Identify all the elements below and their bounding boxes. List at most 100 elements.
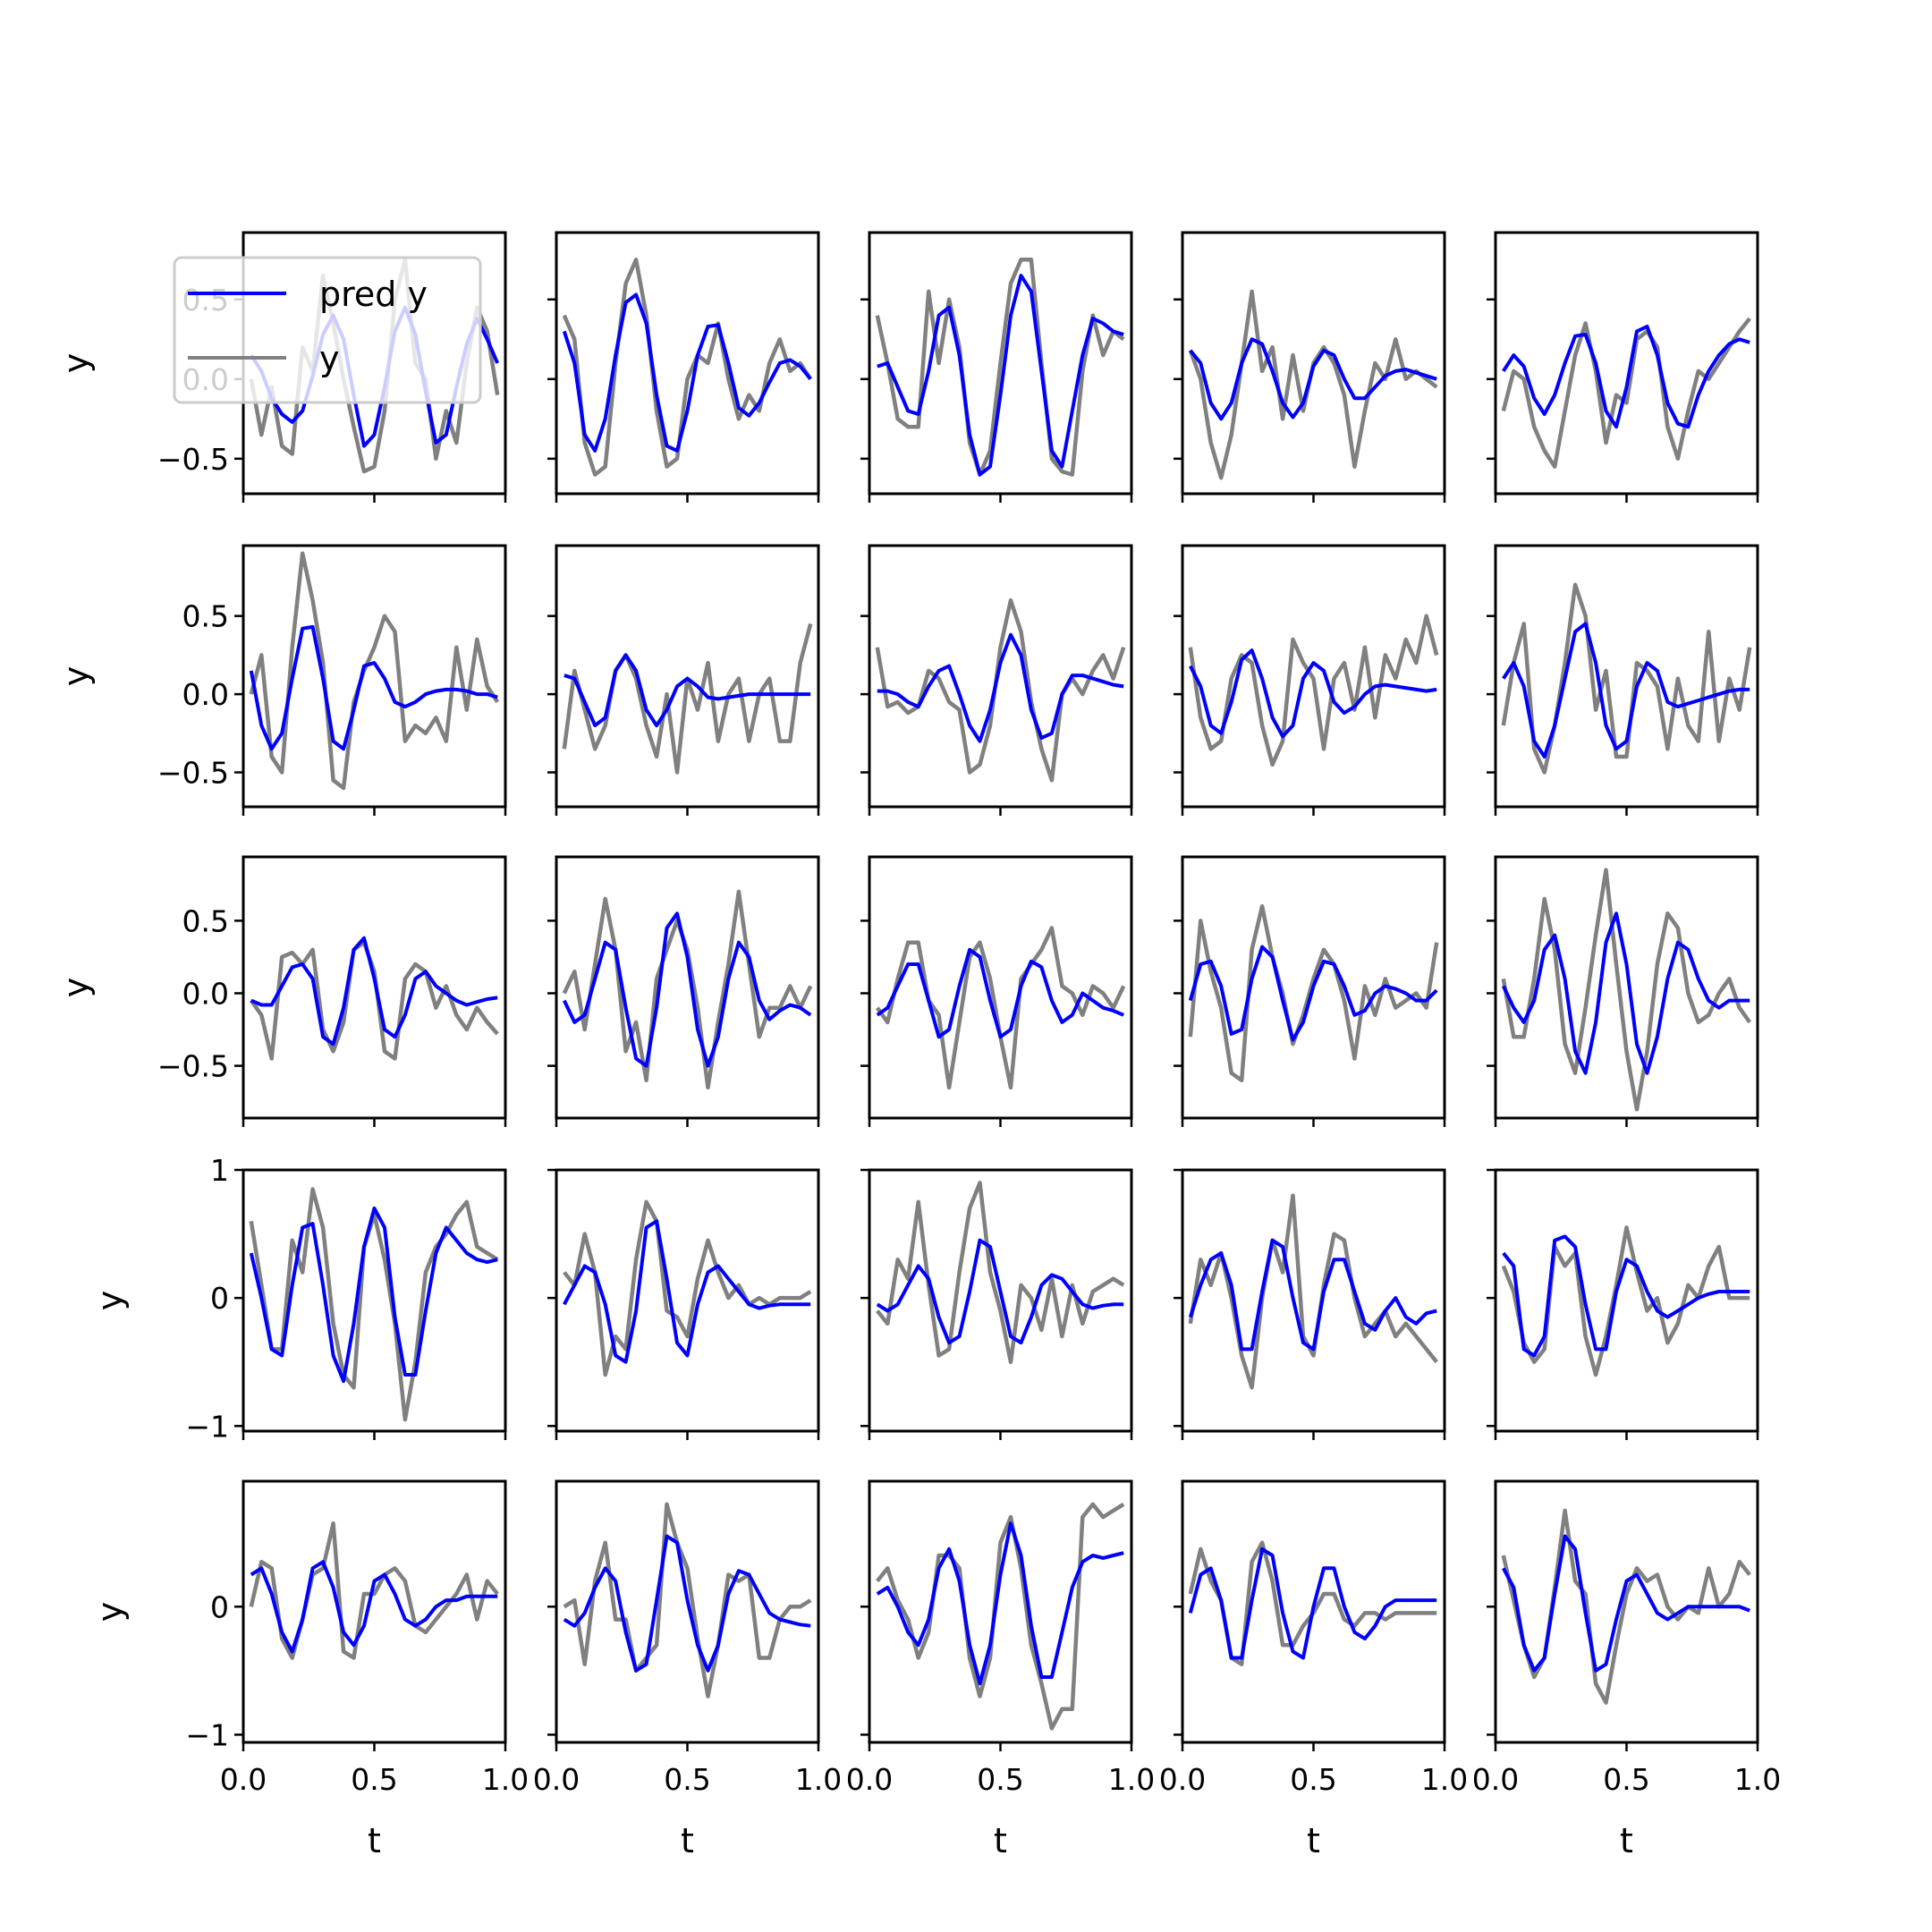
series-line-pred-y xyxy=(876,947,1124,1039)
subplot-r2-c3 xyxy=(1174,855,1446,1127)
series-line-y xyxy=(249,551,500,791)
y-tick-label: −0.5 xyxy=(157,442,229,477)
x-axis-label: t xyxy=(368,1821,381,1860)
subplot-r1-c3 xyxy=(1174,544,1446,816)
y-axis-label: y xyxy=(56,353,96,374)
series-line-pred-y xyxy=(1188,1546,1437,1660)
series-line-pred-y xyxy=(250,936,498,1046)
series-line-pred-y xyxy=(562,292,812,453)
series-line-pred-y xyxy=(1502,1234,1750,1358)
series-line-y xyxy=(249,1521,499,1660)
subplot-r2-c0: −0.5 0.0 0.5 y xyxy=(56,855,507,1127)
series-line-y xyxy=(249,258,500,474)
series-line-pred-y xyxy=(1188,1238,1437,1352)
series-line-pred-y xyxy=(564,653,811,728)
series-line-y xyxy=(1501,317,1751,469)
subplot-r3-c1 xyxy=(547,1168,820,1440)
series-line-pred-y xyxy=(563,1534,811,1673)
subplot-r1-c2 xyxy=(860,544,1133,816)
series-line-pred-y xyxy=(876,1238,1124,1345)
series-line-pred-y xyxy=(876,1521,1124,1686)
series-line-pred-y xyxy=(1502,622,1750,758)
series-line-y xyxy=(876,1181,1125,1364)
x-axis-label: t xyxy=(1620,1821,1633,1860)
y-tick-label: 0.0 xyxy=(182,677,229,712)
series-line-pred-y xyxy=(249,1206,498,1384)
subplot-r1-c1 xyxy=(547,544,820,816)
series-line-y xyxy=(1188,614,1439,767)
x-tick-label: 0.5 xyxy=(1603,1762,1649,1797)
y-axis-label: y xyxy=(56,978,96,998)
series-line-y xyxy=(562,258,813,477)
subplot-grid: −0.50.00.5y−0.50.00.5y−0.50.00.5y−101y−1… xyxy=(56,231,1781,1860)
x-axis-label: t xyxy=(994,1821,1007,1860)
x-tick-label: 0.5 xyxy=(977,1762,1023,1797)
series-line-pred-y xyxy=(877,274,1124,477)
x-tick-label: 1.0 xyxy=(1421,1762,1468,1797)
y-tick-label: −1 xyxy=(185,1409,229,1444)
x-axis-label: t xyxy=(681,1821,694,1860)
subplot-r3-c0: −1 0 1 y xyxy=(90,1153,507,1444)
subplot-r4-c0: −1 0 0.0 0.5 1.0 y t xyxy=(90,1479,529,1860)
subplot-r4-c3: 0.0 0.5 1.0 t xyxy=(1159,1479,1468,1860)
subplot-r2-c4 xyxy=(1487,855,1759,1127)
subplot-r1-c0: −0.5 0.0 0.5 y xyxy=(56,544,507,816)
series-line-pred-y xyxy=(563,1219,811,1364)
x-tick-label: 1.0 xyxy=(482,1762,529,1797)
subplot-r4-c1: 0.0 0.5 1.0 t xyxy=(533,1479,842,1860)
subplot-r1-c4 xyxy=(1487,544,1759,816)
x-tick-label: 0.0 xyxy=(220,1762,267,1797)
legend-label-y: y xyxy=(319,339,340,378)
x-tick-label: 1.0 xyxy=(1734,1762,1781,1797)
subplot-r3-c2 xyxy=(860,1168,1133,1440)
x-tick-label: 0.0 xyxy=(1472,1762,1519,1797)
series-line-y xyxy=(876,1502,1125,1731)
series-line-pred-y xyxy=(1188,945,1438,1042)
y-axis-label: y xyxy=(56,666,96,687)
y-tick-label: −0.5 xyxy=(157,756,229,791)
x-tick-label: 0.5 xyxy=(1290,1762,1336,1797)
subplot-r2-c1 xyxy=(547,855,820,1127)
y-tick-label: 0 xyxy=(210,1589,229,1624)
series-line-pred-y xyxy=(562,911,812,1068)
y-tick-label: 1 xyxy=(210,1153,229,1188)
x-tick-label: 0.5 xyxy=(664,1762,710,1797)
y-axis-label: y xyxy=(90,1291,130,1311)
series-line-pred-y xyxy=(877,632,1124,743)
x-tick-label: 0.0 xyxy=(533,1762,580,1797)
series-line-pred-y xyxy=(1189,337,1437,421)
x-axis-label: t xyxy=(1307,1821,1320,1860)
subplot-r0-c1 xyxy=(547,231,820,503)
legend: pred y y xyxy=(173,256,482,404)
subplot-r0-c3 xyxy=(1174,231,1446,503)
series-line-pred-y xyxy=(1501,911,1750,1075)
subplot-r4-c4: 0.0 0.5 1.0 t xyxy=(1472,1479,1781,1860)
x-tick-label: 0.0 xyxy=(846,1762,893,1797)
subplot-r0-c2 xyxy=(860,231,1133,503)
y-tick-label: 0.0 xyxy=(182,976,229,1011)
x-tick-label: 1.0 xyxy=(1108,1762,1155,1797)
y-tick-label: 0.5 xyxy=(182,903,229,938)
series-line-pred-y xyxy=(1502,1534,1750,1673)
series-line-y xyxy=(875,258,1125,477)
legend-label-pred-y: pred y xyxy=(319,275,428,314)
x-tick-label: 1.0 xyxy=(795,1762,842,1797)
y-tick-label: −1 xyxy=(185,1717,229,1752)
x-tick-label: 0.0 xyxy=(1159,1762,1206,1797)
series-line-pred-y xyxy=(1189,648,1437,739)
series-line-y xyxy=(1188,903,1439,1083)
y-axis-label: y xyxy=(90,1602,130,1623)
series-line-y xyxy=(1188,1193,1438,1390)
subplot-r2-c2 xyxy=(860,855,1133,1127)
y-tick-label: −0.5 xyxy=(157,1049,229,1084)
y-tick-label: 0 xyxy=(210,1281,229,1316)
x-tick-label: 0.5 xyxy=(351,1762,397,1797)
series-line-pred-y xyxy=(249,624,498,751)
subplot-r0-c4 xyxy=(1487,231,1759,503)
series-line-y xyxy=(1501,582,1752,775)
series-line-y xyxy=(563,1502,812,1699)
series-line-y xyxy=(1501,1225,1750,1377)
subplot-r4-c2: 0.0 0.5 1.0 t xyxy=(846,1479,1155,1860)
series-line-pred-y xyxy=(250,1560,498,1654)
